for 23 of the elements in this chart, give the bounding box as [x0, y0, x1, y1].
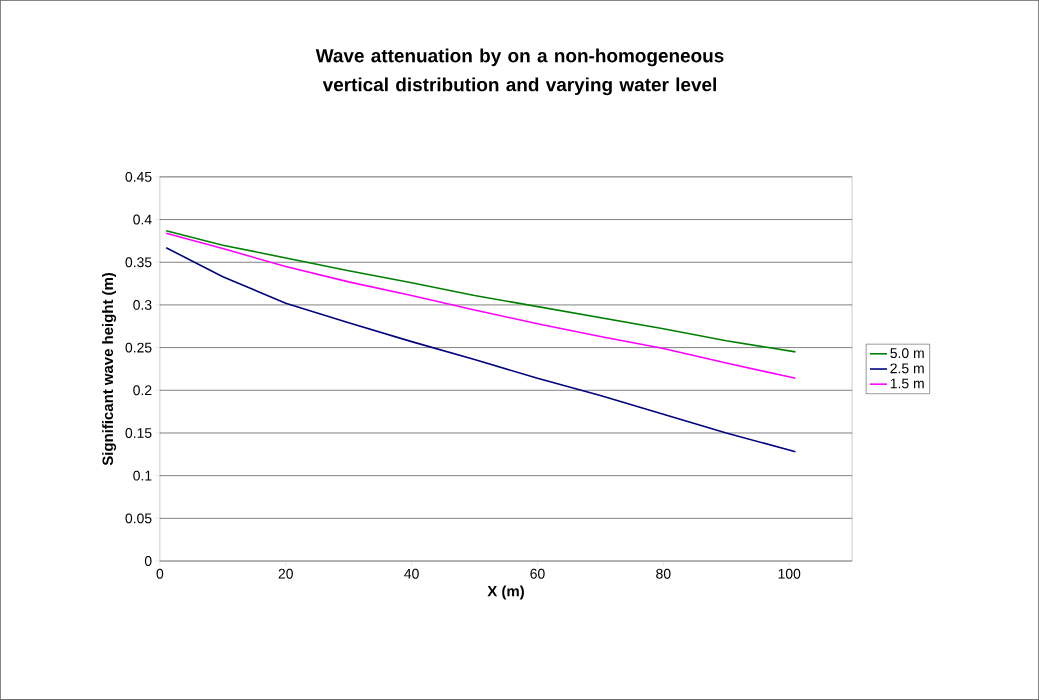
y-tick-label: 0.3	[133, 300, 152, 310]
x-tick-label: 20	[278, 568, 293, 579]
y-tick-label: 0	[144, 556, 152, 567]
x-tick-label: 0	[156, 568, 164, 579]
x-tick-label: 40	[404, 568, 419, 579]
legend-label: 5.0 m	[890, 348, 924, 359]
y-tick-label: 0.15	[125, 428, 152, 438]
legend-label: 1.5 m	[890, 378, 924, 389]
y-axis-title: Significant wave height (m)	[102, 272, 117, 466]
x-axis-title: X (m)	[487, 585, 524, 600]
chart-title: Wave attenuation by on a non-homogeneous vertical distribution and varying water level	[315, 48, 724, 96]
y-tick-label: 0.1	[133, 470, 152, 481]
y-tick-label: 0.35	[125, 257, 152, 268]
y-tick-label: 0.2	[133, 385, 152, 396]
x-tick-label: 60	[530, 568, 545, 579]
y-tick-label: 0.25	[125, 342, 152, 353]
y-tick-label: 0.4	[133, 214, 152, 225]
line-series	[165, 232, 797, 380]
x-tick-label: 100	[778, 568, 801, 579]
y-tick-label: 0.05	[125, 513, 152, 524]
y-tick-label: 0.45	[125, 171, 152, 182]
x-tick-label: 80	[656, 568, 671, 579]
legend-label: 2.5 m	[890, 363, 924, 374]
